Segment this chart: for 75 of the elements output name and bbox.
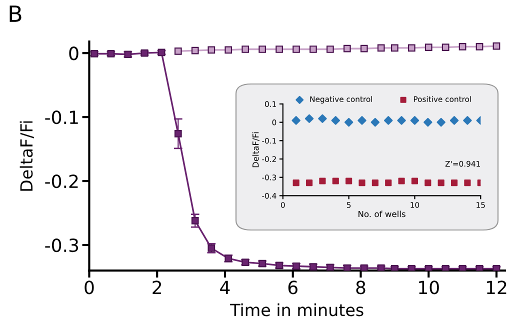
point [424,180,432,186]
point [90,50,98,58]
point [377,44,385,52]
point [408,265,416,271]
point [390,44,398,52]
point [326,46,334,53]
point [346,178,352,184]
point [442,265,450,271]
x-axis-title: Time in minutes [230,303,364,316]
point [398,178,405,184]
y-axis-title: DeltaF/Fi [20,121,34,191]
point [384,116,393,125]
point [492,265,500,271]
point [442,44,450,52]
point [242,46,250,53]
point [343,264,351,271]
x-tick-label: 0 [84,280,94,294]
point [344,118,354,127]
point [208,46,216,54]
x-axis-title: No. of wells [358,210,406,218]
point [438,180,444,186]
y-tick-label: -0.1 [45,110,78,124]
x-tick-label: 8 [356,280,366,294]
y-axis-title: DeltaF/Fi [252,132,260,168]
point [258,46,266,53]
point [318,114,327,123]
point [408,44,416,52]
point [292,180,300,186]
point [292,116,300,125]
x-tick-label: 6 [288,280,298,294]
point [476,43,484,50]
x-tick-label: 12 [486,280,506,294]
point [370,118,380,127]
point [424,44,432,52]
point [463,116,472,125]
point [292,46,300,53]
point [304,114,314,123]
point [332,178,339,184]
point [191,46,199,54]
x-tick-label: 4 [220,280,230,294]
point [450,116,459,125]
point [458,265,466,271]
point [306,180,313,186]
point [424,118,432,127]
point [397,116,406,125]
point [360,44,368,52]
point [411,178,418,184]
point [224,46,232,54]
point [464,180,471,186]
y-tick-label: 0 [69,46,78,60]
point [319,178,326,184]
point [492,42,500,50]
y-tick-label: -0.2 [45,174,78,188]
x-tick-label: 2 [152,280,162,294]
point [358,180,366,186]
point [476,265,484,271]
point [358,116,366,125]
y-tick-label: -0.3 [45,238,78,252]
point [450,180,458,186]
point [174,47,182,55]
point [424,265,432,271]
point [390,265,398,271]
point [343,44,351,52]
point [410,116,420,125]
x-tick-label: 10 [419,280,439,294]
point [385,180,392,186]
point [174,130,182,138]
point [436,118,446,127]
point [372,180,378,186]
point [191,217,199,224]
point [331,116,340,125]
point [310,46,317,53]
point [276,46,283,53]
point [458,43,466,50]
chart-title: B [10,6,22,22]
